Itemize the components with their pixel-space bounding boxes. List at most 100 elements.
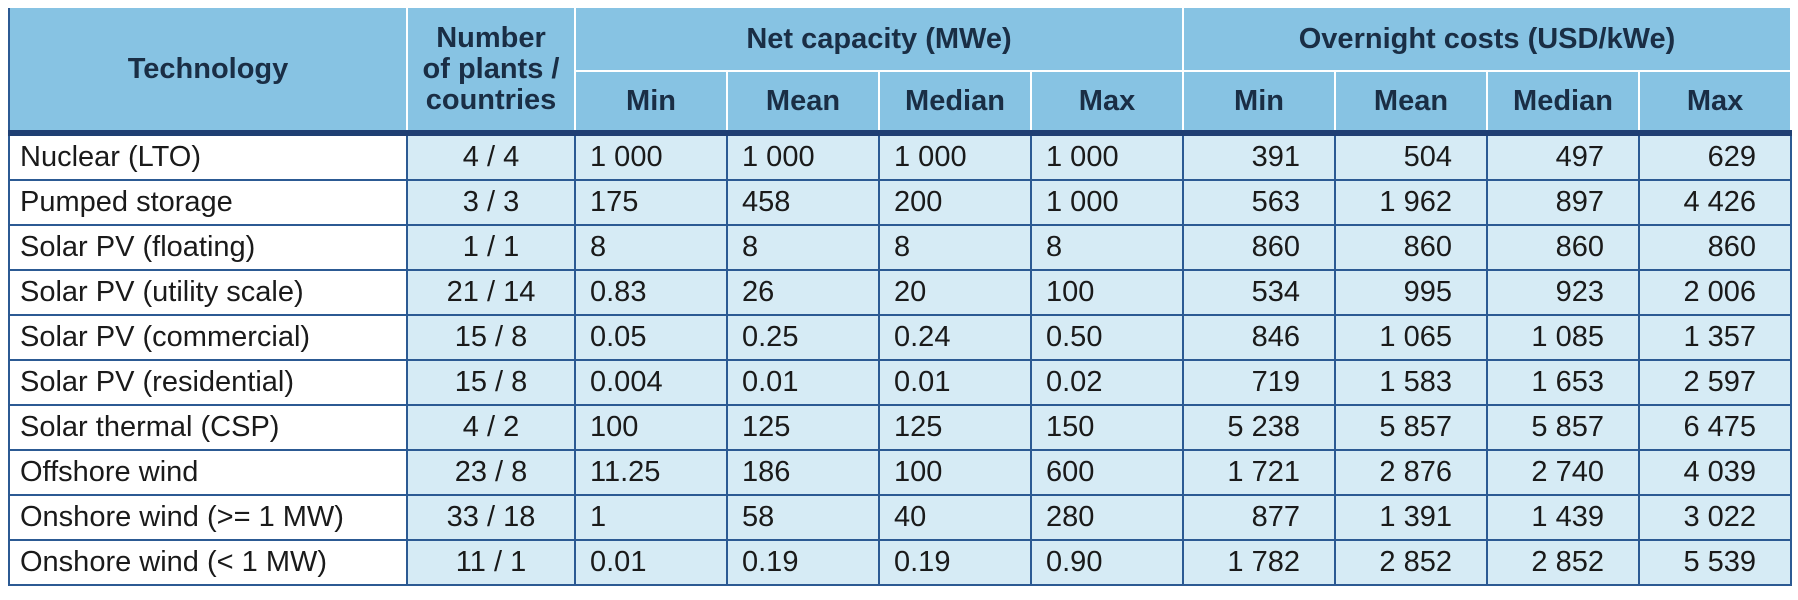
cell-cost-min: 877: [1182, 494, 1336, 541]
cell-technology: Pumped storage: [8, 179, 408, 226]
table-container: Technology Number of plants / countries …: [8, 6, 1793, 586]
cell-cost-min: 391: [1182, 132, 1336, 181]
cell-capacity-min: 11.25: [574, 449, 728, 496]
cell-capacity-mean: 26: [726, 269, 880, 316]
table-row: Solar PV (floating) 1 / 1 8 8 8 8 860 860 860 860: [8, 224, 1793, 271]
cell-technology: Solar PV (residential): [8, 359, 408, 406]
cell-cost-mean: 1 583: [1334, 359, 1488, 406]
cell-cost-max: 2 597: [1637, 359, 1793, 406]
cell-cost-mean: 1 391: [1334, 494, 1488, 541]
table-row: Onshore wind (>= 1 MW) 33 / 18 1 58 40 280 877…: [8, 494, 1793, 541]
cell-number-of-plants: 23 / 8: [406, 449, 576, 496]
cell-number-of-plants: 4 / 4: [406, 132, 576, 181]
cell-capacity-mean: 1 000: [726, 132, 880, 181]
cell-cost-min: 1 782: [1182, 539, 1336, 586]
cell-technology: Solar thermal (CSP): [8, 404, 408, 451]
header-number-line3: countries: [425, 83, 557, 116]
cost-table: Technology Number of plants / countries …: [8, 6, 1793, 586]
cell-cost-mean: 2 852: [1334, 539, 1488, 586]
cell-cost-max: 629: [1637, 132, 1793, 181]
cell-cost-median: 1 653: [1486, 359, 1640, 406]
cell-cost-mean: 860: [1334, 224, 1488, 271]
cell-technology: Nuclear (LTO): [8, 132, 408, 181]
cell-cost-median: 860: [1486, 224, 1640, 271]
cell-cost-min: 846: [1182, 314, 1336, 361]
cell-cost-mean: 995: [1334, 269, 1488, 316]
cell-number-of-plants: 3 / 3: [406, 179, 576, 226]
cell-cost-max: 6 475: [1637, 404, 1793, 451]
header-overnight-costs: Overnight costs (USD/kWe): [1181, 6, 1793, 72]
table-row: Onshore wind (< 1 MW) 11 / 1 0.01 0.19 0.19 0…: [8, 539, 1793, 586]
cell-capacity-mean: 125: [726, 404, 880, 451]
header-cost-min: Min: [1182, 70, 1336, 136]
header-net-capacity: Net capacity (MWe): [574, 6, 1184, 72]
header-cost-max: Max: [1637, 70, 1793, 136]
cell-capacity-max: 1 000: [1030, 132, 1184, 181]
cell-cost-median: 1 085: [1486, 314, 1640, 361]
header-cap-median: Median: [878, 70, 1032, 136]
cell-capacity-median: 0.24: [878, 314, 1032, 361]
header-number-line1: Number: [436, 21, 546, 54]
cell-cost-max: 2 006: [1637, 269, 1793, 316]
table-row: Solar thermal (CSP) 4 / 2 100 125 125 150 5 23…: [8, 404, 1793, 451]
cell-capacity-max: 600: [1030, 449, 1184, 496]
cell-capacity-min: 175: [574, 179, 728, 226]
cell-capacity-min: 0.01: [574, 539, 728, 586]
cell-capacity-mean: 0.25: [726, 314, 880, 361]
cell-capacity-min: 0.83: [574, 269, 728, 316]
cell-cost-max: 4 039: [1637, 449, 1793, 496]
cell-capacity-max: 0.02: [1030, 359, 1184, 406]
cell-capacity-min: 0.004: [574, 359, 728, 406]
cell-technology: Solar PV (floating): [8, 224, 408, 271]
cell-capacity-min: 100: [574, 404, 728, 451]
cell-cost-min: 534: [1182, 269, 1336, 316]
header-technology: Technology: [8, 6, 408, 136]
table-row: Pumped storage 3 / 3 175 458 200 1 000 563 1 96…: [8, 179, 1793, 226]
header-cap-max: Max: [1030, 70, 1184, 136]
cell-cost-min: 563: [1182, 179, 1336, 226]
cell-cost-max: 1 357: [1637, 314, 1793, 361]
cell-cost-min: 860: [1182, 224, 1336, 271]
cell-cost-min: 5 238: [1182, 404, 1336, 451]
table-row: Solar PV (commercial) 15 / 8 0.05 0.25 0.24 0…: [8, 314, 1793, 361]
cell-capacity-mean: 458: [726, 179, 880, 226]
cell-capacity-max: 100: [1030, 269, 1184, 316]
header-number-of-plants: Number of plants / countries: [406, 6, 576, 136]
cell-cost-median: 2 740: [1486, 449, 1640, 496]
cell-capacity-median: 200: [878, 179, 1032, 226]
cell-cost-max: 5 539: [1637, 539, 1793, 586]
cell-capacity-mean: 58: [726, 494, 880, 541]
cell-number-of-plants: 4 / 2: [406, 404, 576, 451]
cell-capacity-median: 8: [878, 224, 1032, 271]
cell-capacity-median: 20: [878, 269, 1032, 316]
cell-number-of-plants: 1 / 1: [406, 224, 576, 271]
cell-capacity-min: 1 000: [574, 132, 728, 181]
cell-capacity-max: 0.50: [1030, 314, 1184, 361]
cell-capacity-median: 1 000: [878, 132, 1032, 181]
cell-cost-median: 5 857: [1486, 404, 1640, 451]
cell-cost-min: 1 721: [1182, 449, 1336, 496]
cell-technology: Offshore wind: [8, 449, 408, 496]
table-row: Offshore wind 23 / 8 11.25 186 100 600 1 721 2 …: [8, 449, 1793, 496]
cell-cost-median: 923: [1486, 269, 1640, 316]
cell-capacity-median: 40: [878, 494, 1032, 541]
cell-capacity-min: 1: [574, 494, 728, 541]
table-row: Solar PV (utility scale) 21 / 14 0.83 26 20 1…: [8, 269, 1793, 316]
header-cap-min: Min: [574, 70, 728, 136]
cell-capacity-max: 8: [1030, 224, 1184, 271]
cell-capacity-mean: 186: [726, 449, 880, 496]
cell-capacity-min: 8: [574, 224, 728, 271]
cell-cost-mean: 2 876: [1334, 449, 1488, 496]
cell-number-of-plants: 21 / 14: [406, 269, 576, 316]
table-row: Solar PV (residential) 15 / 8 0.004 0.01 0.0…: [8, 359, 1793, 406]
cell-capacity-median: 125: [878, 404, 1032, 451]
cell-capacity-min: 0.05: [574, 314, 728, 361]
cell-technology: Onshore wind (< 1 MW): [8, 539, 408, 586]
cell-capacity-max: 0.90: [1030, 539, 1184, 586]
header-number-line2: of plants /: [422, 52, 560, 85]
cell-cost-mean: 5 857: [1334, 404, 1488, 451]
cell-capacity-max: 280: [1030, 494, 1184, 541]
cell-cost-mean: 504: [1334, 132, 1488, 181]
cell-cost-mean: 1 962: [1334, 179, 1488, 226]
